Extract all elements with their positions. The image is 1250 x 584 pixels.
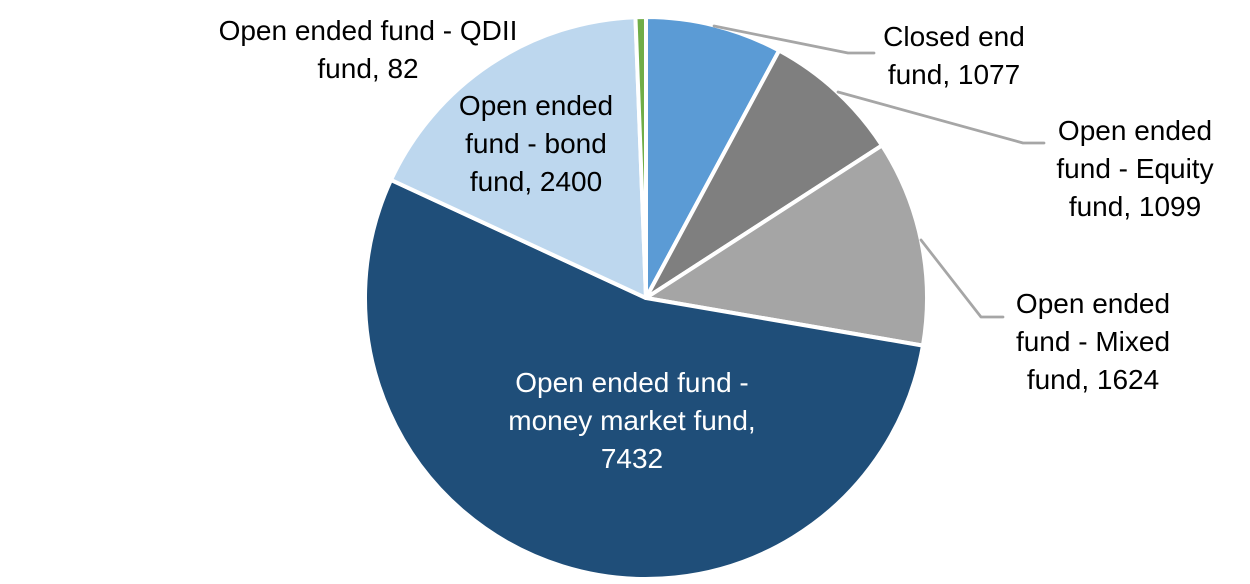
pie-slices-group bbox=[363, 15, 929, 581]
data-label-equity-fund: Open ended fund - Equity fund, 1099 bbox=[1056, 115, 1214, 222]
leader-line-mixed-fund bbox=[919, 238, 1005, 319]
pie-slice-open-ended-fund-equity-fund[interactable] bbox=[644, 48, 884, 300]
data-label-bond-fund: Open ended fund - bond fund, 2400 bbox=[458, 90, 614, 197]
data-label-closed-end-fund: Closed end fund, 1077 bbox=[883, 21, 1025, 90]
leader-line-equity-fund bbox=[836, 90, 1046, 145]
data-label-money-market-fund: Open ended fund - money market fund, 743… bbox=[508, 367, 756, 474]
leader-line-closed-end-fund bbox=[712, 24, 876, 55]
data-label-qdii-fund: Open ended fund - QDII fund, 82 bbox=[218, 15, 518, 84]
data-label-mixed-fund: Open ended fund - Mixed fund, 1624 bbox=[1015, 288, 1171, 395]
pie-slice-open-ended-fund-qdii-fund[interactable] bbox=[633, 15, 648, 300]
pie-slice-open-ended-fund-money-market-fund[interactable] bbox=[363, 177, 925, 581]
pie-slice-open-ended-fund-bond-fund[interactable] bbox=[389, 15, 648, 300]
